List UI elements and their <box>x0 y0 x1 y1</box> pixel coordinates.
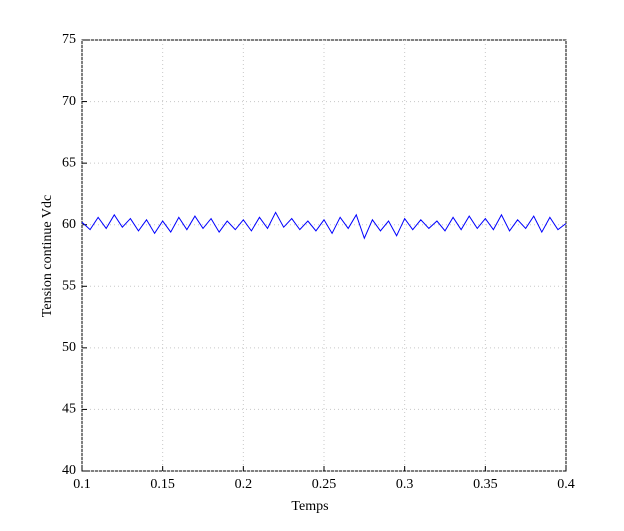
x-axis-label: Temps <box>291 499 328 514</box>
x-tick-label: 0.15 <box>150 477 175 492</box>
y-tick-label: 65 <box>62 155 76 170</box>
y-tick-label: 70 <box>62 94 76 109</box>
x-tick-label: 0.1 <box>73 477 91 492</box>
y-tick-label: 55 <box>62 279 76 294</box>
x-tick-label: 0.3 <box>396 477 414 492</box>
x-tick-label: 0.2 <box>235 477 253 492</box>
y-tick-label: 40 <box>62 463 76 478</box>
plot-frame <box>81 39 567 472</box>
y-tick-label: 45 <box>62 402 76 417</box>
y-tick-label: 50 <box>62 340 76 355</box>
x-tick-label: 0.4 <box>557 477 575 492</box>
y-axis-label: Tension continue Vdc <box>40 195 55 317</box>
y-tick-label: 60 <box>62 217 76 232</box>
y-tick-label: 75 <box>62 32 76 47</box>
data-line <box>81 211 567 240</box>
x-tick-label: 0.35 <box>473 477 498 492</box>
x-tick-label: 0.25 <box>312 477 337 492</box>
